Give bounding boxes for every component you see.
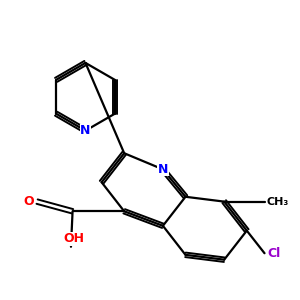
Text: CH₃: CH₃ [266, 196, 289, 207]
Text: O: O [24, 195, 34, 208]
Text: OH: OH [64, 232, 85, 245]
Text: N: N [158, 163, 168, 176]
Text: Cl: Cl [268, 247, 281, 260]
Text: N: N [80, 124, 91, 137]
